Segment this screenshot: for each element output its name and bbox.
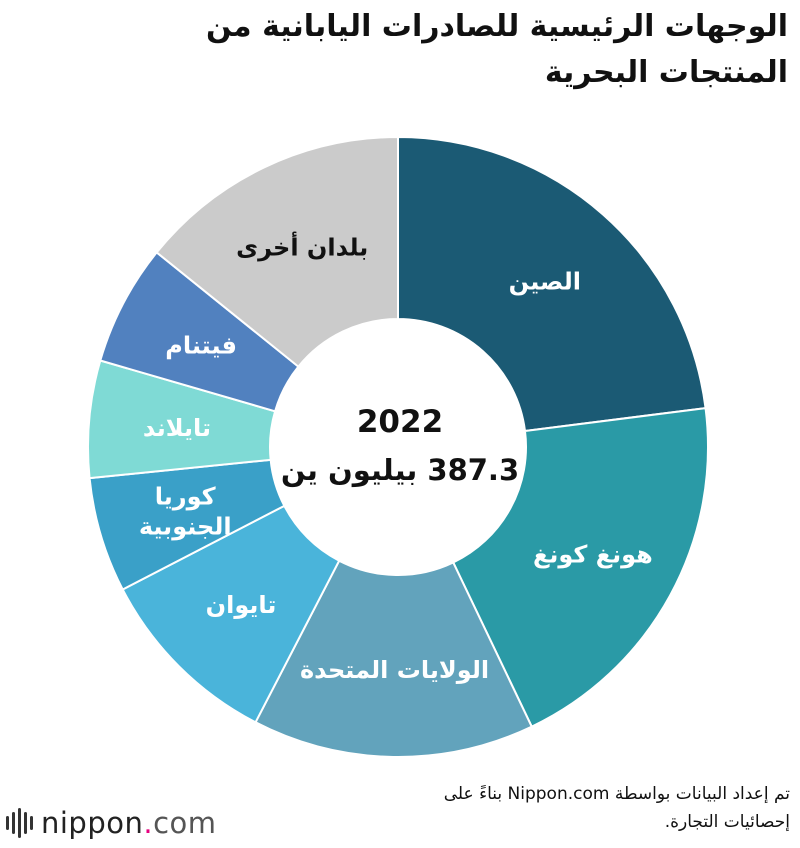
- nippon-logo-icon: [6, 808, 33, 838]
- slice-8: [155, 135, 399, 369]
- center-total: 387.3 بيليون ين: [281, 453, 519, 487]
- slice-label-1: الصين: [509, 267, 581, 295]
- slice-3: [254, 559, 534, 758]
- chart-title-line-1: الوجهات الرئيسية للصادرات اليابانية من: [206, 9, 788, 44]
- logo-tld: com: [153, 806, 217, 840]
- slice-4: [121, 504, 341, 724]
- slice-label-6: تايلاند: [143, 414, 211, 442]
- slice-label-8: بلدان أخرى: [236, 232, 368, 262]
- chart-title: الوجهات الرئيسية للصادرات اليابانية من ا…: [8, 4, 788, 96]
- source-line-1: تم إعداد البيانات بواسطة Nippon.com بناء…: [443, 784, 790, 804]
- logo-name: nippon: [41, 806, 144, 840]
- chart-title-line-2: المنتجات البحرية: [544, 55, 788, 90]
- slice-1: [397, 135, 707, 433]
- slice-label-2: هونغ كونغ: [533, 540, 653, 568]
- nippon-logo: nippon. com: [6, 806, 217, 840]
- source-note: تم إعداد البيانات بواسطة Nippon.com بناء…: [290, 780, 790, 836]
- slice-2: [451, 407, 709, 728]
- slice-label-3: الولايات المتحدة: [300, 656, 489, 684]
- logo-dot: .: [143, 806, 154, 840]
- donut-slices: [87, 135, 709, 758]
- donut-hole: [271, 320, 525, 574]
- slice-label-5: كوريا الجنوبية: [139, 482, 232, 540]
- donut-labels: الصين هونغ كونغ الولايات المتحدة تايوان كوري…: [139, 232, 653, 684]
- source-line-2: إحصائيات التجارة.: [664, 812, 790, 832]
- slice-label-7: فيتنام: [165, 331, 237, 359]
- center-year: 2022: [357, 404, 443, 440]
- slice-label-4: تايوان: [206, 591, 277, 619]
